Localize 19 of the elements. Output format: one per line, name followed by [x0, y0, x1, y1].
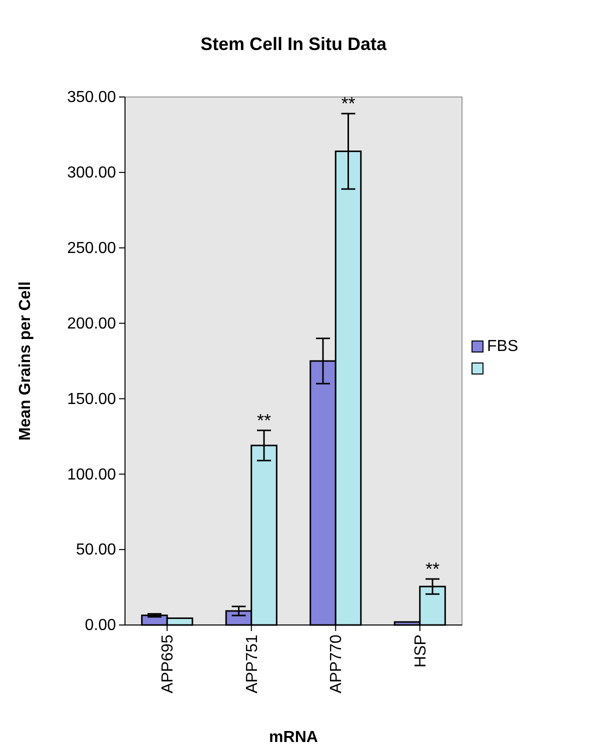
y-axis-title: Mean Grains per Cell	[17, 281, 34, 441]
x-axis-title: mRNA	[269, 729, 318, 746]
x-tick-label: HSP	[412, 634, 430, 668]
y-tick-label: 150.00	[67, 390, 116, 408]
y-tick-label: 50.00	[76, 542, 116, 559]
y-tick-label: 250.00	[67, 240, 116, 257]
annotation: **	[341, 94, 356, 114]
y-tick-label: 300.00	[67, 164, 116, 182]
y-tick-label: 0.00	[84, 617, 116, 634]
y-tick-label: 200.00	[67, 315, 116, 332]
y-tick-label: 350.00	[67, 89, 116, 106]
legend-label: FBS	[487, 338, 518, 355]
x-tick-label: APP695	[160, 634, 177, 694]
annotation: **	[426, 558, 440, 579]
y-tick-label: 100.00	[67, 466, 116, 484]
x-tick-label: APP770	[328, 634, 346, 694]
chart-title: Stem Cell In Situ Data	[200, 34, 388, 54]
annotation: **	[257, 410, 272, 430]
x-tick-label: APP751	[244, 634, 261, 694]
